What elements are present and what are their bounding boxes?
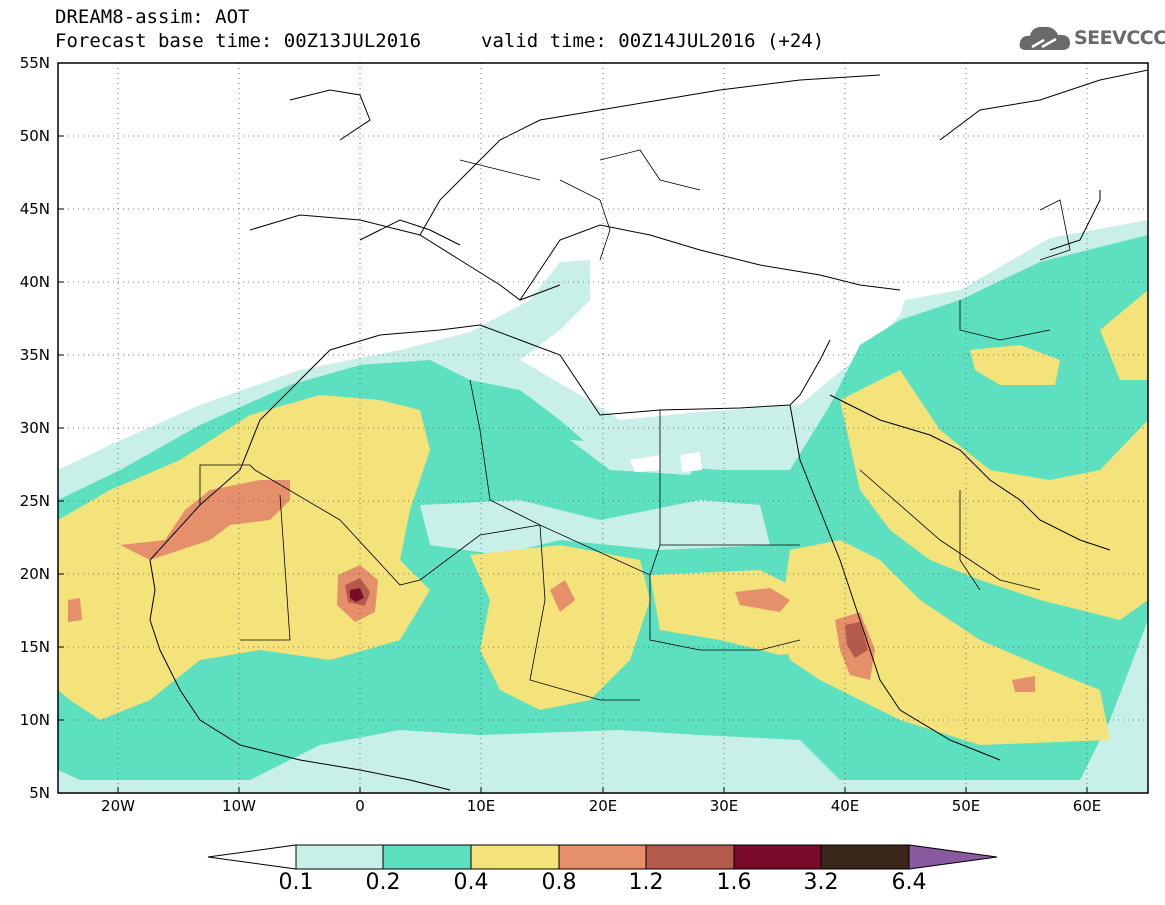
lon-label: 10E: [466, 797, 496, 815]
lat-label: 50N: [19, 127, 50, 145]
aot-contour-1.6: [350, 588, 364, 602]
lon-label: 0: [355, 797, 365, 815]
lat-label: 55N: [19, 54, 50, 72]
lon-label: 20W: [101, 797, 135, 815]
colorbar-label: 1.6: [716, 870, 752, 895]
colorbar-segment: [558, 844, 647, 870]
country-borders: [199, 149, 1071, 701]
lat-label: 5N: [29, 784, 50, 802]
aot-contour-0.4: [58, 395, 430, 720]
colorbar-label: 0.2: [365, 870, 401, 895]
colorbar-segment: [733, 844, 822, 870]
colorbar-label: 3.2: [803, 870, 839, 895]
colorbar: [207, 844, 998, 870]
lon-label: 40E: [830, 797, 860, 815]
colorbar-label: 6.4: [891, 870, 927, 895]
lat-label: 10N: [19, 711, 50, 729]
lon-label: 60E: [1072, 797, 1102, 815]
aot-contour-0.8: [120, 480, 290, 560]
lat-label: 35N: [19, 346, 50, 364]
colorbar-segment: [382, 844, 472, 870]
lon-label: 30E: [709, 797, 739, 815]
lat-label: 20N: [19, 565, 50, 583]
colorbar-segment: [645, 844, 735, 870]
cloud-icon: [1019, 26, 1070, 50]
colorbar-label: 1.2: [628, 870, 664, 895]
lat-label: 30N: [19, 419, 50, 437]
colorbar-label: 0.8: [541, 870, 577, 895]
lat-label: 45N: [19, 200, 50, 218]
lon-label: 20E: [588, 797, 618, 815]
axis-ticks: [58, 135, 1088, 793]
lat-label: 40N: [19, 273, 50, 291]
coastlines: [149, 69, 1148, 791]
forecast-base-time: Forecast base time: 00Z13JUL2016: [55, 30, 422, 52]
lat-label: 25N: [19, 492, 50, 510]
lon-label: 10W: [222, 797, 256, 815]
colorbar-segment-below: [207, 844, 297, 870]
colorbar-label: 0.1: [278, 870, 314, 895]
colorbar-segment: [470, 844, 560, 870]
colorbar-segment: [820, 844, 910, 870]
lat-label: 15N: [19, 638, 50, 656]
lon-label: 50E: [951, 797, 981, 815]
logo-text: SEEVCCC: [1074, 27, 1165, 49]
colorbar-label: 0.4: [453, 870, 489, 895]
valid-time: valid time: 00Z14JUL2016 (+24): [481, 30, 825, 52]
map-grid: [58, 63, 1148, 793]
colorbar-segment-above: [908, 844, 998, 870]
map-title: DREAM8-assim: AOT: [55, 6, 250, 28]
colorbar-segment: [295, 844, 384, 870]
